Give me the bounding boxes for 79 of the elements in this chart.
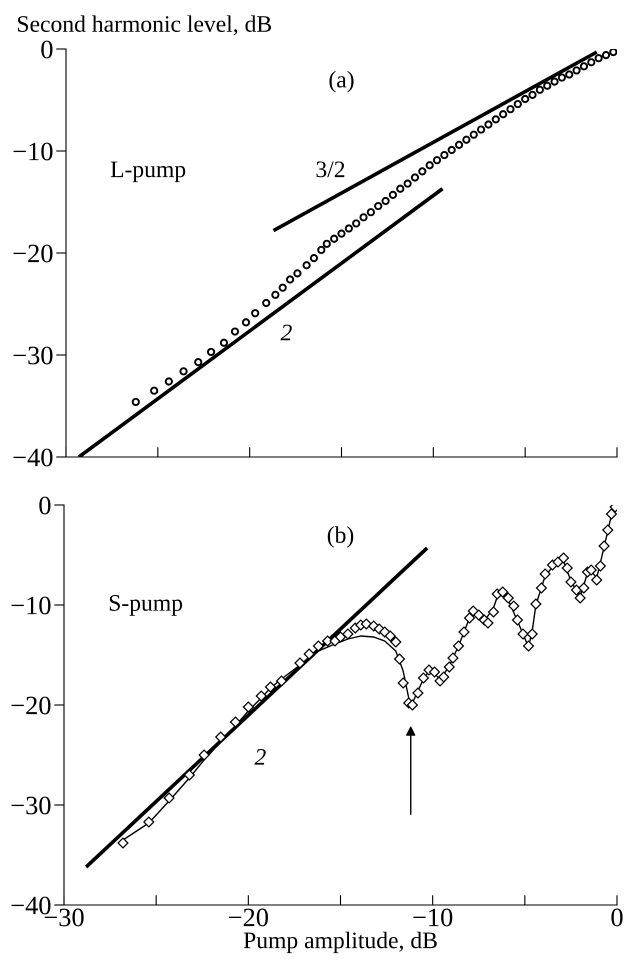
point (150, 386, 158, 395)
point (432, 156, 442, 164)
y-tick-label: −20 (14, 244, 52, 262)
annotation: 3/2 (316, 161, 344, 178)
point (506, 105, 515, 114)
point (580, 62, 588, 70)
annotation: (a) (329, 70, 354, 92)
point (536, 86, 544, 94)
point (521, 94, 530, 104)
point (470, 130, 478, 139)
point (550, 78, 559, 86)
y-tick-label: 0 (41, 40, 52, 58)
point (344, 224, 353, 233)
point (454, 140, 464, 149)
point (262, 298, 270, 308)
point (426, 161, 434, 170)
annotation: (b) (328, 526, 354, 548)
point (565, 70, 574, 79)
point (492, 115, 500, 124)
y-tick-label: −10 (14, 142, 52, 160)
x-tick-label: 0 (611, 908, 623, 926)
point (404, 180, 412, 188)
point (220, 338, 228, 347)
point (587, 58, 596, 66)
point (410, 173, 420, 182)
x-axis-title: Pump amplitude, dB (244, 932, 437, 954)
point (132, 398, 140, 406)
point (381, 196, 390, 206)
point (396, 184, 404, 193)
point (366, 208, 375, 216)
point (528, 90, 537, 99)
point (359, 213, 368, 222)
point (337, 230, 346, 238)
point (543, 82, 552, 90)
point (514, 100, 522, 108)
x-tick-label: −20 (229, 908, 268, 926)
point (484, 120, 493, 129)
point (558, 73, 566, 82)
y-tick-label: −10 (12, 596, 50, 614)
point (271, 290, 280, 299)
annotation: 2 (254, 749, 266, 765)
y-tick-label: 0 (39, 496, 50, 514)
point (374, 202, 382, 210)
point (330, 234, 338, 243)
point (418, 167, 426, 176)
point (594, 54, 603, 62)
point (293, 269, 302, 278)
y-tick-label: −30 (14, 346, 52, 364)
point (317, 246, 326, 254)
point (206, 348, 216, 356)
point (572, 66, 581, 75)
point (388, 190, 398, 199)
y-tick-label: −20 (12, 696, 50, 714)
point (179, 367, 188, 376)
annotation: L-pump (110, 162, 186, 182)
point (242, 318, 250, 326)
y-tick-label: −30 (12, 796, 50, 814)
point (251, 309, 260, 318)
point (499, 110, 508, 118)
point (322, 240, 331, 248)
point (194, 358, 202, 366)
annotation: 2 (280, 324, 292, 340)
point (278, 284, 287, 292)
point (476, 125, 486, 134)
point (310, 254, 318, 262)
annotation: S-pump (110, 595, 182, 616)
point (440, 150, 448, 160)
point (286, 275, 294, 284)
y-tick-label: −40 (14, 448, 52, 466)
y-axis-title: Second harmonic level, dB (18, 15, 271, 36)
point (448, 146, 456, 154)
point (352, 219, 360, 228)
x-tick-label: −10 (413, 908, 452, 926)
point (302, 261, 311, 270)
point (609, 49, 617, 56)
point (602, 51, 610, 60)
point (230, 327, 240, 336)
point (462, 136, 470, 144)
point (164, 377, 173, 386)
